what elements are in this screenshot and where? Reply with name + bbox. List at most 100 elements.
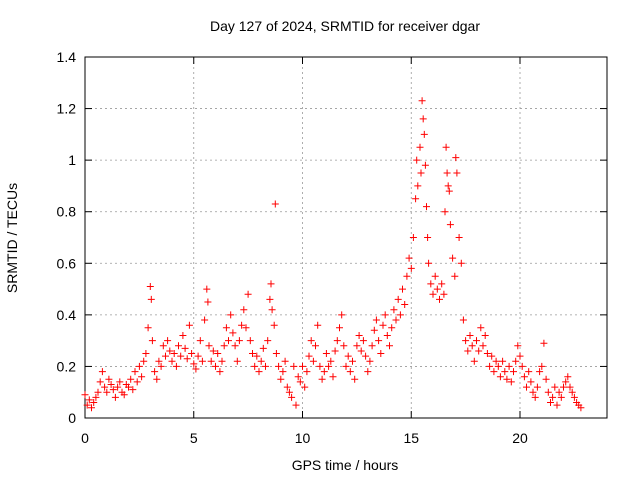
data-point	[490, 368, 498, 376]
data-point	[303, 368, 311, 376]
data-point	[203, 285, 211, 293]
data-point	[577, 404, 585, 412]
data-point	[409, 234, 417, 241]
data-point	[553, 401, 561, 409]
data-point	[127, 375, 135, 383]
data-point	[536, 368, 544, 376]
data-point	[336, 324, 343, 332]
data-point	[540, 339, 548, 347]
data-point	[562, 378, 570, 386]
data-point	[285, 388, 293, 396]
data-point	[188, 350, 196, 357]
data-point	[349, 357, 356, 365]
data-point	[253, 352, 261, 360]
plot-frame	[84, 56, 608, 419]
data-point	[512, 357, 520, 365]
data-point	[94, 388, 102, 396]
data-point	[390, 306, 398, 314]
data-point	[249, 350, 256, 357]
data-point	[538, 362, 546, 370]
data-point	[419, 115, 427, 123]
data-point	[355, 332, 363, 339]
data-point	[399, 285, 406, 293]
data-point	[520, 373, 528, 381]
data-point	[338, 311, 346, 319]
data-point	[551, 383, 559, 391]
data-point	[464, 347, 472, 355]
data-point	[488, 352, 496, 360]
data-point	[544, 388, 552, 396]
data-point	[459, 316, 467, 324]
data-point	[238, 321, 246, 329]
data-point	[201, 316, 209, 324]
data-point	[394, 295, 402, 303]
data-point	[525, 368, 533, 376]
data-point	[175, 342, 182, 350]
data-point	[401, 301, 409, 308]
data-point	[453, 169, 461, 177]
data-point	[570, 393, 578, 401]
data-point	[516, 352, 524, 360]
data-point	[523, 383, 530, 391]
data-point	[220, 342, 228, 350]
data-point	[417, 169, 425, 177]
data-point	[325, 362, 333, 370]
data-point	[225, 337, 232, 345]
data-point	[418, 97, 426, 105]
data-point	[481, 332, 489, 339]
data-point	[162, 352, 169, 360]
data-point	[179, 332, 187, 339]
data-point	[414, 182, 422, 190]
data-point	[305, 352, 313, 360]
data-point	[116, 378, 124, 386]
data-point	[527, 378, 535, 386]
data-point	[103, 388, 111, 396]
data-point	[405, 254, 413, 262]
y-axis-label: SRMTID / TECUs	[4, 183, 20, 293]
data-point	[81, 391, 89, 399]
data-point	[166, 347, 174, 355]
data-point	[322, 350, 330, 357]
data-point	[473, 337, 480, 345]
x-axis-label: GPS time / hours	[292, 457, 399, 473]
data-point	[433, 285, 441, 293]
data-point	[294, 373, 302, 381]
data-point	[255, 368, 263, 376]
data-point	[379, 321, 387, 329]
data-point	[555, 388, 563, 396]
data-point	[416, 143, 424, 151]
data-point	[198, 357, 206, 365]
data-point	[557, 393, 565, 401]
data-point	[277, 375, 285, 383]
ticks: 0 0.2 0.4 0.6 0.8 1 1.2 1.4 0 5 10 15 20	[57, 49, 607, 446]
data-point	[421, 161, 429, 169]
data-point	[264, 337, 272, 345]
data-point	[88, 404, 95, 412]
data-point	[111, 393, 119, 401]
data-point	[396, 311, 404, 319]
data-point	[475, 347, 483, 355]
data-point	[468, 342, 476, 350]
data-point	[413, 156, 421, 164]
data-point	[566, 383, 574, 391]
y-tick-label: 1.4	[57, 49, 77, 65]
data-point	[296, 378, 304, 386]
data-point	[366, 357, 374, 365]
data-point	[344, 352, 352, 360]
data-point	[101, 383, 109, 391]
data-point	[507, 378, 515, 386]
data-point	[438, 280, 446, 288]
data-point	[510, 368, 517, 376]
data-point	[333, 337, 341, 345]
data-point	[240, 306, 248, 314]
x-tick-label: 15	[403, 430, 419, 446]
data-point	[142, 350, 150, 357]
data-point	[486, 362, 494, 370]
data-point	[222, 324, 230, 332]
data-point	[327, 357, 335, 365]
data-point	[138, 373, 146, 381]
data-point	[292, 401, 300, 409]
data-point	[320, 368, 328, 376]
data-point	[312, 342, 319, 350]
data-point	[377, 350, 385, 357]
